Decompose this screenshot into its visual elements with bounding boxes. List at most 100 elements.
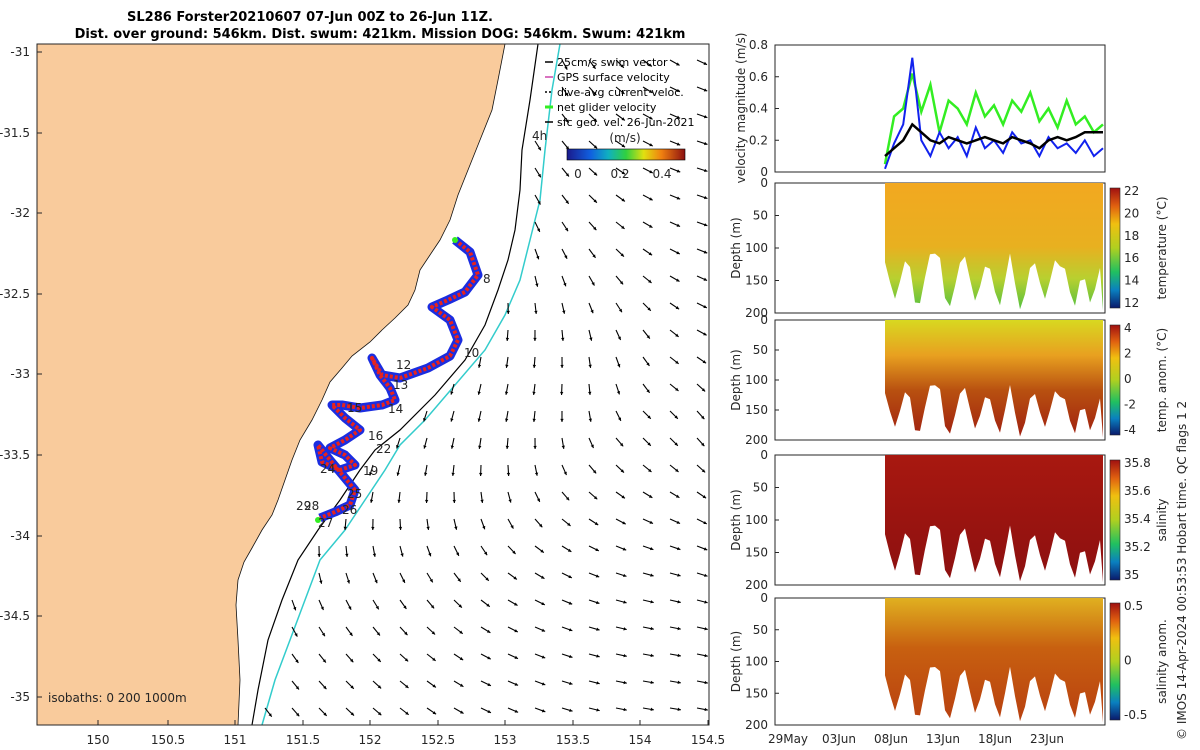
profile-y-tick: 100 bbox=[745, 513, 768, 527]
current-vector-head bbox=[505, 364, 509, 368]
waypoint-label: 16 bbox=[368, 429, 383, 443]
current-vector-head bbox=[704, 680, 708, 685]
current-vector-head bbox=[429, 578, 433, 583]
profile-colorbar-tick: 35.6 bbox=[1124, 484, 1151, 498]
current-vector-head bbox=[369, 472, 373, 476]
current-vector-head bbox=[621, 225, 625, 229]
current-vector-head bbox=[540, 575, 545, 579]
current-vector-head bbox=[649, 197, 653, 201]
profile-ylabel: Depth (m) bbox=[729, 631, 743, 692]
current-vector-head bbox=[532, 364, 537, 368]
profile-colorbar-tick: 16 bbox=[1124, 251, 1139, 265]
current-vector-head bbox=[564, 66, 568, 70]
current-vector-head bbox=[592, 65, 596, 69]
current-vector-head bbox=[646, 362, 650, 366]
current-vector-head bbox=[620, 469, 624, 473]
current-vector-head bbox=[593, 199, 597, 203]
profile-y-tick: 150 bbox=[745, 686, 768, 700]
current-vector-head bbox=[459, 656, 464, 661]
current-vector-head bbox=[561, 445, 565, 449]
profile-data bbox=[885, 455, 1103, 583]
current-vector-head bbox=[377, 685, 382, 689]
current-vector-head bbox=[621, 495, 625, 499]
current-vector-head bbox=[345, 553, 349, 557]
waypoint-label: 12 bbox=[396, 358, 411, 372]
profile-y-tick: 150 bbox=[745, 546, 768, 560]
profile-colorbar-tick: 35.4 bbox=[1124, 512, 1151, 526]
current-vector-head bbox=[596, 627, 600, 631]
current-vector-head bbox=[623, 680, 627, 685]
profile-colorbar-tick: 12 bbox=[1124, 296, 1139, 310]
waypoint-label: 10 bbox=[464, 346, 479, 360]
current-vector-head bbox=[506, 310, 510, 314]
current-vector-head bbox=[649, 520, 654, 524]
profile-colorbar-tick: 35.8 bbox=[1124, 456, 1151, 470]
map-x-tick-label: 153 bbox=[494, 733, 517, 747]
profile-colorbar bbox=[1109, 187, 1121, 309]
profile-y-tick: 200 bbox=[745, 433, 768, 447]
current-vector-head bbox=[569, 654, 573, 659]
current-vector-head bbox=[617, 336, 621, 340]
current-vector-head bbox=[348, 606, 352, 610]
annotation-4h: 4h bbox=[532, 129, 547, 143]
current-vector-head bbox=[676, 142, 681, 146]
current-vector-head bbox=[649, 116, 653, 120]
map-x-ticks: 150 150.5 151 151.5 152 152.5 153 153.5 154 154.5 bbox=[87, 720, 725, 747]
current-vector-head bbox=[567, 522, 571, 526]
profile-y-tick: 50 bbox=[753, 209, 768, 223]
profile-colorbar-tick: 22 bbox=[1124, 184, 1139, 198]
current-vector-head bbox=[619, 442, 624, 447]
current-vector-head bbox=[596, 708, 600, 712]
current-vector-head bbox=[450, 445, 455, 449]
current-vector-head bbox=[623, 627, 627, 631]
current-vector-head bbox=[537, 173, 541, 178]
current-vector-head bbox=[450, 418, 454, 422]
profile-ylabel: Depth (m) bbox=[729, 217, 743, 278]
current-vector-head bbox=[563, 282, 567, 287]
legend-sfc: sfc geo. vel. 26-Jun-2021 bbox=[557, 116, 694, 129]
profile-colorbar-tick: -4 bbox=[1124, 423, 1136, 437]
profile-y-tick: 50 bbox=[753, 481, 768, 495]
current-vector-head bbox=[588, 391, 592, 395]
current-vector-head bbox=[432, 657, 436, 661]
current-vector-head bbox=[676, 115, 681, 119]
current-vector-head bbox=[479, 472, 483, 476]
current-vector-head bbox=[620, 253, 624, 257]
current-vector-head bbox=[675, 306, 680, 310]
current-vector-head bbox=[532, 418, 536, 422]
current-vector-head bbox=[677, 653, 681, 658]
current-vector-head bbox=[487, 656, 491, 660]
current-vector-head bbox=[459, 683, 464, 687]
current-vector-head bbox=[565, 119, 569, 123]
current-vector-head bbox=[536, 228, 540, 232]
velocity-y-ticks: 0 0.2 0.4 0.6 0.8 bbox=[749, 38, 779, 179]
current-vector-head bbox=[514, 682, 519, 686]
current-vector-head bbox=[486, 629, 491, 633]
current-vector-head bbox=[674, 415, 678, 419]
current-vector-head bbox=[374, 579, 378, 584]
velocity-panel: 0 0.2 0.4 0.6 0.8 velocity magnitude (m/s) bbox=[734, 33, 1106, 184]
current-vector-head bbox=[591, 282, 595, 286]
legend-dive-avg: dive-avg current veloc. bbox=[557, 86, 684, 99]
velocity-series bbox=[883, 57, 1104, 170]
profile-y-tick: 200 bbox=[745, 718, 768, 732]
velocity-ylabel: velocity magnitude (m/s) bbox=[734, 33, 748, 184]
current-vector-head bbox=[452, 499, 456, 503]
current-vector-head bbox=[676, 546, 681, 551]
current-vector-head bbox=[621, 198, 625, 202]
current-vector-head bbox=[505, 337, 510, 341]
colorbar-title: (m/s) bbox=[609, 131, 640, 145]
current-vector-head bbox=[369, 499, 374, 503]
current-vector-head bbox=[480, 499, 484, 503]
current-vector-head bbox=[540, 549, 544, 553]
current-vector-head bbox=[676, 196, 681, 200]
map-y-tick-label: -32 bbox=[10, 206, 30, 220]
current-vector-head bbox=[648, 468, 652, 472]
current-vector-head bbox=[536, 255, 540, 260]
current-vector-head bbox=[484, 551, 488, 556]
current-vector-head bbox=[536, 498, 540, 502]
current-vector-head bbox=[650, 600, 654, 604]
current-vector-head bbox=[397, 499, 401, 503]
current-vector-head bbox=[703, 223, 708, 227]
current-vector-head bbox=[675, 468, 679, 472]
